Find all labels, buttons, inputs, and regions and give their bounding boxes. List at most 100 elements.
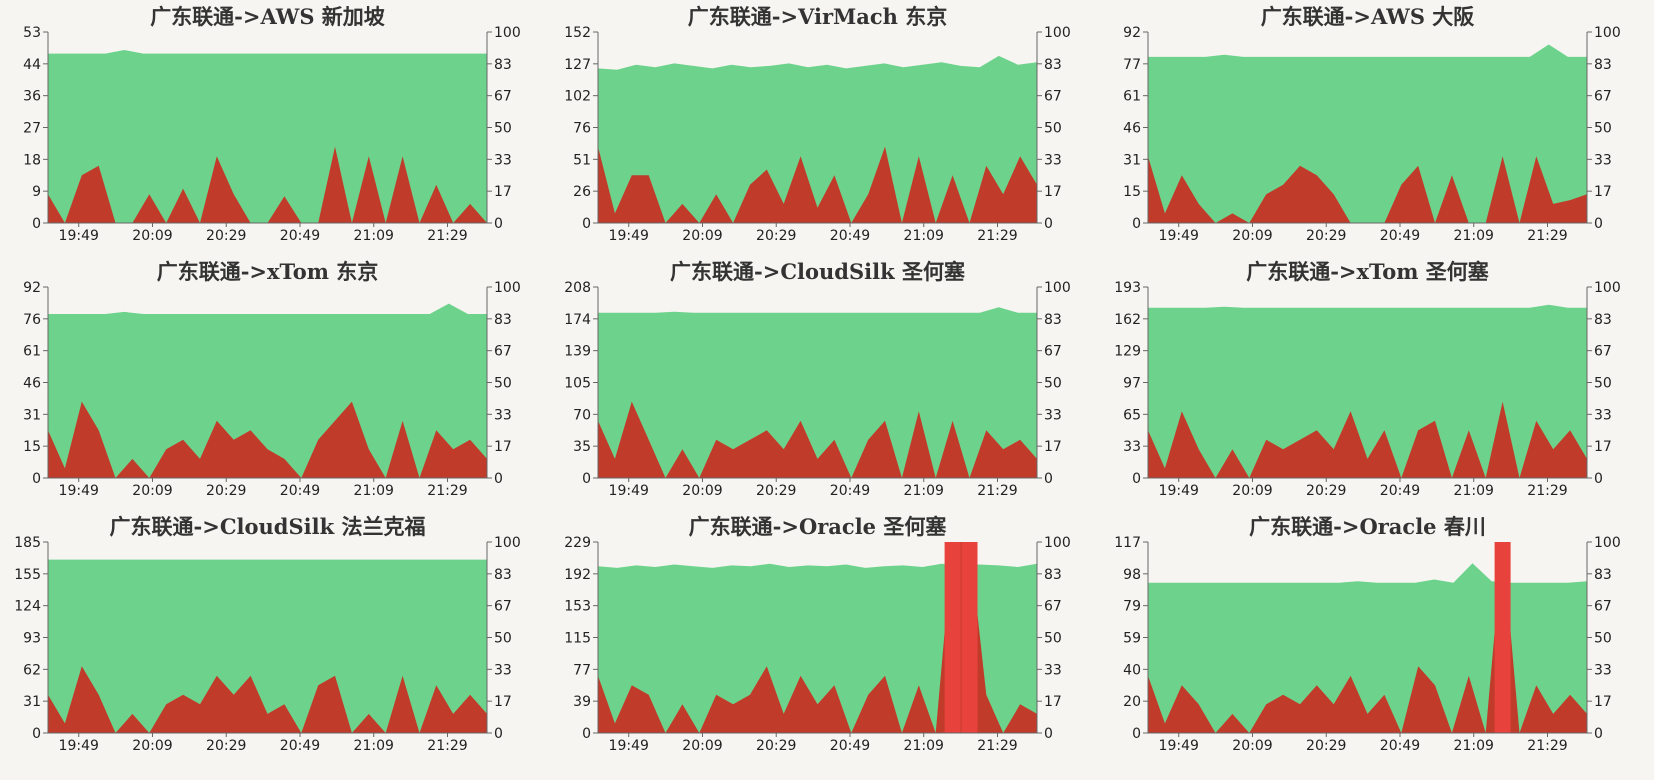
y-right-tick-label: 0	[1044, 471, 1053, 487]
x-tick-label: 20:29	[756, 738, 796, 750]
x-tick-label: 20:49	[280, 228, 320, 240]
y-right-tick-label: 0	[1044, 726, 1053, 742]
y-right-tick-label: 33	[1044, 407, 1062, 423]
x-tick-label: 19:49	[1159, 738, 1199, 750]
y-left-tick-label: 0	[582, 726, 591, 742]
y-left-tick-label: 76	[573, 121, 591, 137]
y-left-tick-label: 61	[1123, 89, 1141, 105]
y-left-tick-label: 0	[1132, 216, 1141, 232]
y-left-tick-label: 27	[23, 121, 41, 137]
chart-panel: 0 31 62 93 124 155 185 0 17 33 50 67 83 100 19:49 20:09…	[0, 510, 545, 750]
y-left-tick-label: 77	[1123, 57, 1141, 73]
y-left-tick-label: 139	[564, 344, 591, 360]
chart-title: 广东联通->xTom 圣何塞	[1246, 259, 1490, 284]
y-left-tick-label: 117	[1114, 535, 1141, 551]
y-right-tick-label: 83	[1044, 567, 1062, 583]
x-tick-label: 20:29	[1306, 738, 1346, 750]
latency-area	[48, 50, 487, 223]
chart-svg: 0 9 18 27 36 44 53 0 17 33 50 67 83 100 19:49 20:09 20:2…	[23, 4, 521, 240]
x-tick-label: 20:09	[1232, 483, 1272, 495]
chart-title: 广东联通->AWS 大阪	[1261, 4, 1476, 29]
y-left-tick-label: 31	[1123, 152, 1141, 168]
y-right-tick-label: 67	[1594, 344, 1612, 360]
x-tick-label: 21:09	[354, 483, 394, 495]
y-right-tick-label: 100	[1594, 280, 1621, 296]
x-tick-label: 20:49	[1380, 228, 1420, 240]
loss-spike	[1494, 542, 1511, 733]
y-left-tick-label: 26	[573, 184, 591, 200]
x-tick-label: 21:29	[977, 738, 1017, 750]
x-tick-label: 21:29	[1527, 738, 1567, 750]
x-tick-label: 20:29	[206, 738, 246, 750]
x-tick-label: 20:49	[830, 228, 870, 240]
y-left-tick-label: 208	[564, 280, 591, 296]
y-right-tick-label: 17	[494, 694, 512, 710]
loss-area	[48, 401, 487, 478]
chart-panel: 0 9 18 27 36 44 53 0 17 33 50 67 83 100 19:49 20:09 20:2…	[0, 0, 545, 240]
y-right-tick-label: 83	[1044, 57, 1062, 73]
y-left-tick-label: 76	[23, 312, 41, 328]
y-right-tick-label: 17	[1594, 439, 1612, 455]
y-left-tick-label: 15	[1123, 184, 1141, 200]
latency-area	[1148, 304, 1587, 478]
y-left-tick-label: 229	[564, 535, 591, 551]
y-left-tick-label: 153	[564, 599, 591, 615]
y-left-tick-label: 40	[1123, 662, 1141, 678]
y-left-tick-label: 33	[1123, 439, 1141, 455]
y-left-tick-label: 0	[32, 726, 41, 742]
y-left-tick-label: 97	[1123, 376, 1141, 392]
y-right-tick-label: 67	[1044, 599, 1062, 615]
x-tick-label: 21:09	[354, 228, 394, 240]
chart-title: 广东联通->CloudSilk 法兰克福	[110, 514, 426, 539]
x-tick-label: 21:09	[904, 228, 944, 240]
y-right-tick-label: 17	[1594, 184, 1612, 200]
x-tick-label: 20:09	[682, 228, 722, 240]
loss-area	[1148, 401, 1587, 478]
chart-panel: 0 33 65 97 129 162 193 0 17 33 50 67 83 100 19:49 20:09…	[1100, 255, 1645, 495]
loss-area	[598, 146, 1037, 223]
y-left-tick-label: 155	[14, 567, 41, 583]
y-left-tick-label: 65	[1123, 407, 1141, 423]
y-right-tick-label: 17	[1044, 694, 1062, 710]
y-right-tick-label: 50	[1594, 121, 1612, 137]
chart-title: 广东联通->Oracle 圣何塞	[689, 514, 948, 539]
y-left-tick-label: 9	[32, 184, 41, 200]
y-right-tick-label: 0	[494, 726, 503, 742]
y-right-tick-label: 50	[494, 376, 512, 392]
y-right-tick-label: 67	[1044, 344, 1062, 360]
x-tick-label: 21:29	[427, 738, 467, 750]
y-right-tick-label: 67	[494, 599, 512, 615]
chart-svg: 0 15 31 46 61 76 92 0 17 33 50 67 83 100 19:49 20:09 20:…	[23, 259, 521, 495]
chart-svg: 0 33 65 97 129 162 193 0 17 33 50 67 83 100 19:49 20:09…	[1114, 259, 1621, 495]
y-left-tick-label: 79	[1123, 599, 1141, 615]
y-left-tick-label: 152	[564, 25, 591, 41]
y-left-tick-label: 53	[23, 25, 41, 41]
y-left-tick-label: 20	[1123, 694, 1141, 710]
x-tick-label: 21:09	[1454, 483, 1494, 495]
y-right-tick-label: 100	[1044, 535, 1071, 551]
x-tick-label: 19:49	[609, 738, 649, 750]
x-tick-label: 21:09	[354, 738, 394, 750]
x-tick-label: 19:49	[59, 738, 99, 750]
x-tick-label: 20:09	[132, 228, 172, 240]
y-right-tick-label: 33	[494, 407, 512, 423]
loss-area	[48, 666, 487, 733]
y-left-tick-label: 193	[1114, 280, 1141, 296]
y-right-tick-label: 83	[1594, 567, 1612, 583]
latency-area	[598, 55, 1037, 224]
y-left-tick-label: 0	[582, 471, 591, 487]
latency-area	[48, 303, 487, 478]
chart-svg: 0 26 51 76 102 127 152 0 17 33 50 67 83 100 19:49 20:09…	[564, 4, 1070, 240]
y-left-tick-label: 127	[564, 57, 591, 73]
y-right-tick-label: 17	[494, 439, 512, 455]
loss-area	[48, 146, 487, 223]
x-tick-label: 21:09	[1454, 738, 1494, 750]
y-left-tick-label: 0	[1132, 726, 1141, 742]
x-tick-label: 20:29	[1306, 228, 1346, 240]
x-tick-label: 20:29	[756, 483, 796, 495]
loss-area	[1148, 156, 1587, 223]
x-tick-label: 20:29	[206, 483, 246, 495]
y-right-tick-label: 33	[1594, 152, 1612, 168]
y-right-tick-label: 50	[494, 121, 512, 137]
